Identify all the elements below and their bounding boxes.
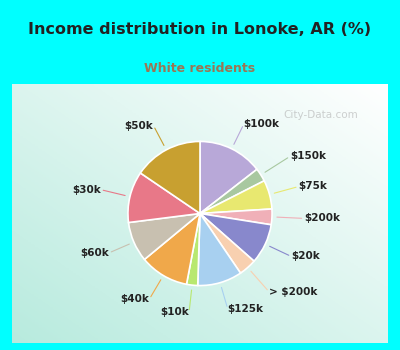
Wedge shape — [200, 214, 254, 273]
Text: $125k: $125k — [228, 304, 264, 314]
Wedge shape — [128, 214, 200, 259]
Text: $30k: $30k — [72, 184, 100, 195]
Wedge shape — [200, 214, 271, 261]
Text: $40k: $40k — [120, 294, 149, 304]
Wedge shape — [128, 173, 200, 223]
Text: $10k: $10k — [160, 307, 189, 317]
Text: $50k: $50k — [125, 121, 154, 131]
Wedge shape — [200, 181, 272, 214]
Wedge shape — [200, 209, 272, 225]
Text: $20k: $20k — [291, 251, 320, 261]
Text: City-Data.com: City-Data.com — [283, 110, 358, 120]
Wedge shape — [200, 169, 264, 214]
Wedge shape — [200, 141, 257, 214]
Text: > $200k: > $200k — [269, 287, 318, 297]
Wedge shape — [198, 214, 240, 286]
Wedge shape — [140, 141, 200, 214]
Text: $75k: $75k — [299, 182, 328, 191]
Text: Income distribution in Lonoke, AR (%): Income distribution in Lonoke, AR (%) — [28, 22, 372, 37]
Text: $100k: $100k — [244, 119, 280, 129]
Wedge shape — [144, 214, 200, 284]
Text: White residents: White residents — [144, 62, 256, 75]
Text: $60k: $60k — [80, 248, 109, 258]
Text: $150k: $150k — [290, 151, 326, 161]
Text: $200k: $200k — [304, 214, 340, 223]
Wedge shape — [186, 214, 200, 286]
